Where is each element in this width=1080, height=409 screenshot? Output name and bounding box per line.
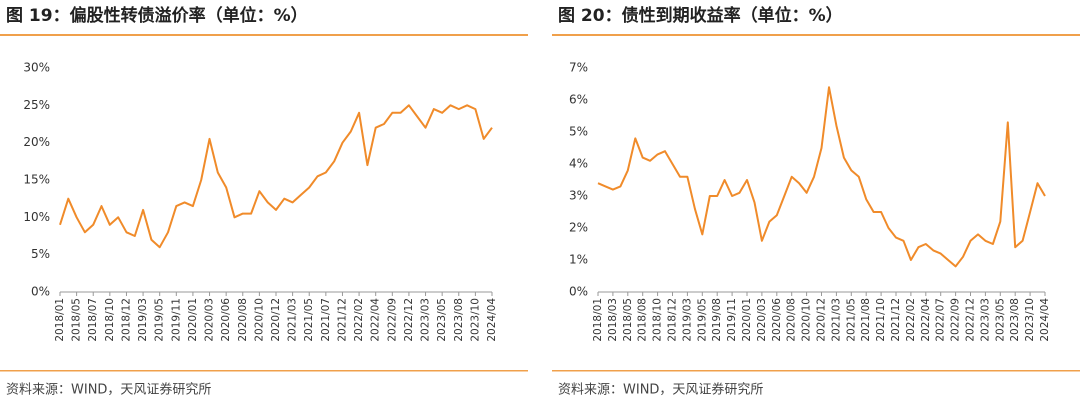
x-tick-label: 2018/12 — [667, 298, 679, 342]
x-tick-label: 2019/03 — [681, 298, 693, 342]
title-rule — [0, 34, 528, 36]
line-series — [597, 86, 1046, 268]
x-tick-label: 2023/05 — [436, 298, 448, 342]
x-tick-label: 2020/01 — [187, 298, 199, 342]
x-tick-label: 2023/10 — [1024, 298, 1036, 342]
x-tick-label: 2018/05 — [622, 298, 634, 342]
y-tick-label: 0% — [569, 285, 588, 299]
x-tick-label: 2018/08 — [637, 298, 649, 342]
x-tick-label: 2021/12 — [890, 298, 902, 342]
x-tick-label: 2021/03 — [287, 298, 299, 342]
x-tick-label: 2023/03 — [979, 298, 991, 342]
x-tick-label: 2023/03 — [420, 298, 432, 342]
x-tick-label: 2020/01 — [741, 298, 753, 342]
x-tick-label: 2020/12 — [816, 298, 828, 342]
x-tick-label: 2021/05 — [845, 298, 857, 342]
x-tick-label: 2019/05 — [696, 298, 708, 342]
y-tick-label: 15% — [23, 173, 50, 187]
x-tick-label: 2018/10 — [104, 298, 116, 342]
x-tick-label: 2018/01 — [54, 298, 66, 342]
y-tick-label: 2% — [569, 221, 588, 235]
x-tick-label: 2022/04 — [370, 298, 382, 342]
x-tick-label: 2021/10 — [875, 298, 887, 342]
x-tick-label: 2020/10 — [253, 298, 265, 342]
x-tick-label: 2018/03 — [607, 298, 619, 342]
x-tick-label: 2018/05 — [71, 298, 83, 342]
y-tick-label: 7% — [569, 61, 588, 75]
x-tick-label: 2022/04 — [920, 298, 932, 342]
x-tick-label: 2022/12 — [403, 298, 415, 342]
y-tick-label: 0% — [31, 285, 50, 299]
x-tick-label: 2020/08 — [237, 298, 249, 342]
chart-title: 图 20：债性到期收益率（单位：%） — [558, 5, 843, 26]
source-note: 资料来源：WIND，天风证券研究所 — [6, 382, 211, 398]
x-tick-label: 2023/08 — [1009, 298, 1021, 342]
y-tick-label: 5% — [31, 247, 50, 261]
y-tick-label: 5% — [569, 125, 588, 139]
x-tick-label: 2018/10 — [652, 298, 664, 342]
x-tick-label: 2022/09 — [950, 298, 962, 342]
x-tick-label: 2023/08 — [453, 298, 465, 342]
x-tick-label: 2020/03 — [756, 298, 768, 342]
x-tick-label: 2020/10 — [801, 298, 813, 342]
x-tick-label: 2018/07 — [87, 298, 99, 342]
x-tick-label: 2019/08 — [711, 298, 723, 342]
x-tick-label: 2022/09 — [386, 298, 398, 342]
y-tick-label: 6% — [569, 93, 588, 107]
y-tick-label: 25% — [23, 98, 50, 112]
x-tick-label: 2022/07 — [935, 298, 947, 342]
line-series — [59, 104, 493, 249]
x-tick-label: 2019/11 — [170, 298, 182, 342]
x-tick-label: 2020/12 — [270, 298, 282, 342]
x-tick-label: 2021/12 — [336, 298, 348, 342]
x-tick-label: 2023/05 — [994, 298, 1006, 342]
x-tick-label: 2020/03 — [204, 298, 216, 342]
x-tick-label: 2019/05 — [154, 298, 166, 342]
footer-rule — [552, 370, 1080, 372]
x-tick-label: 2021/07 — [320, 298, 332, 342]
y-tick-label: 10% — [23, 210, 50, 224]
chart-title: 图 19：偏股性转债溢价率（单位：%） — [6, 5, 308, 26]
x-tick-label: 2024/04 — [486, 298, 498, 342]
x-tick-label: 2019/11 — [726, 298, 738, 342]
y-tick-label: 1% — [569, 253, 588, 267]
x-tick-label: 2018/01 — [592, 298, 604, 342]
x-tick-label: 2020/06 — [220, 298, 232, 342]
x-tick-label: 2020/06 — [771, 298, 783, 342]
footer-rule — [0, 370, 528, 372]
x-tick-label: 2024/04 — [1039, 298, 1051, 342]
y-tick-label: 4% — [569, 157, 588, 171]
y-tick-label: 20% — [23, 135, 50, 149]
source-note: 资料来源：WIND，天风证券研究所 — [558, 382, 763, 398]
x-tick-label: 2022/02 — [905, 298, 917, 342]
x-tick-label: 2021/08 — [860, 298, 872, 342]
x-tick-label: 2019/03 — [137, 298, 149, 342]
x-tick-label: 2021/03 — [830, 298, 842, 342]
x-tick-label: 2022/02 — [353, 298, 365, 342]
x-tick-label: 2022/12 — [965, 298, 977, 342]
x-tick-label: 2020/08 — [786, 298, 798, 342]
x-tick-label: 2021/05 — [303, 298, 315, 342]
y-tick-label: 3% — [569, 189, 588, 203]
x-tick-label: 2018/12 — [120, 298, 132, 342]
y-tick-label: 30% — [23, 61, 50, 75]
x-tick-label: 2023/10 — [469, 298, 481, 342]
title-rule — [552, 34, 1080, 36]
